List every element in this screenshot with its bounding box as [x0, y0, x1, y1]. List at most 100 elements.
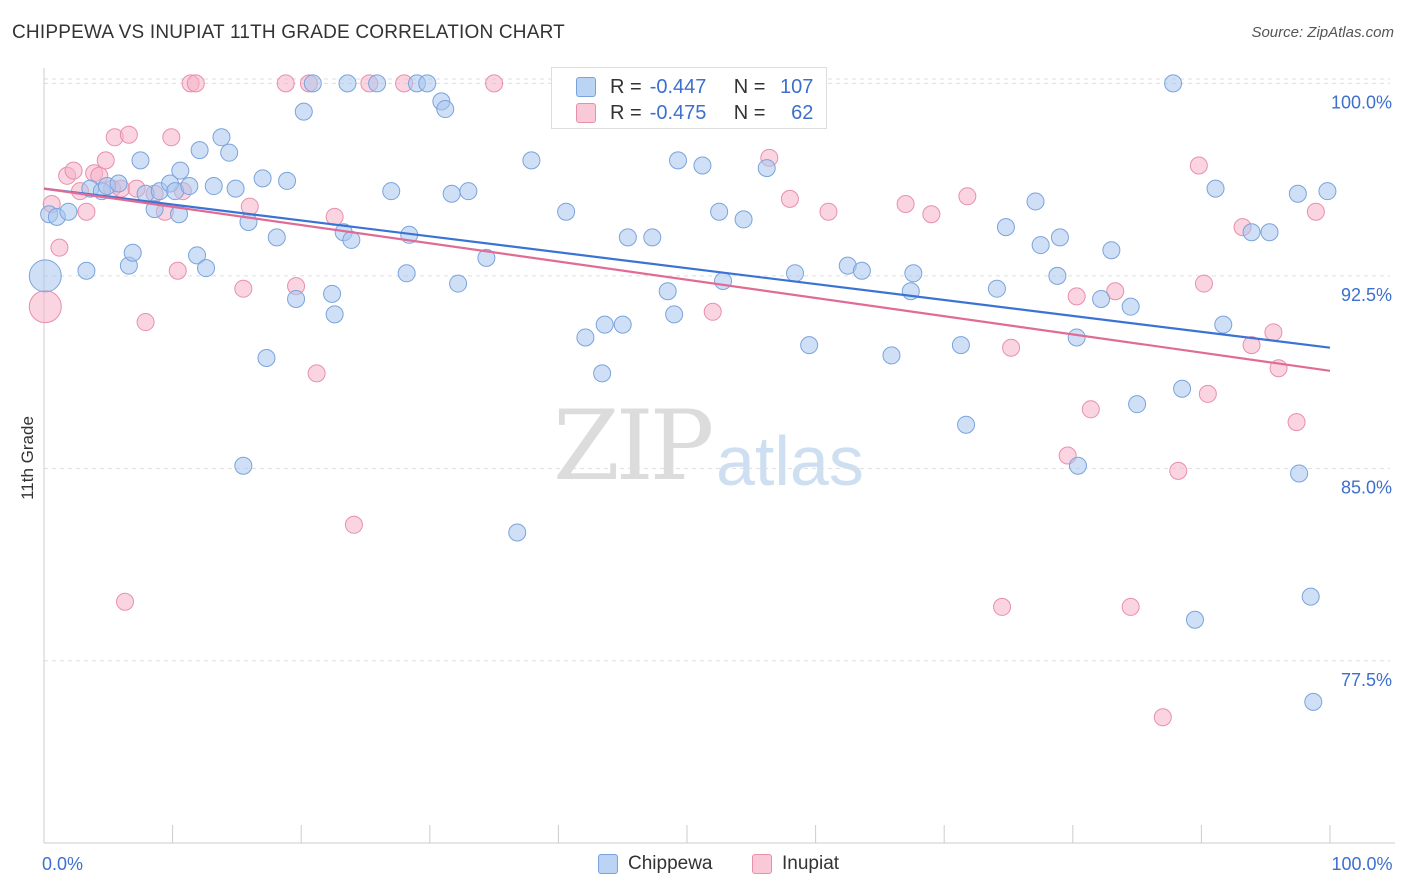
inupiat-point [1153, 708, 1172, 727]
y-tick-label: 77.5% [1341, 670, 1392, 690]
chippewa-trend-line [43, 187, 1331, 349]
legend-n-value: 107 [780, 75, 814, 98]
y-tick-label: 85.0% [1341, 477, 1392, 497]
chippewa-point [303, 74, 322, 93]
x-tick-label: 100.0% [1331, 854, 1392, 874]
inupiat-point [186, 74, 205, 93]
chippewa-point [996, 218, 1015, 237]
legend-r-value: -0.475 [649, 101, 707, 124]
tick-labels: 100.0% 92.5% 85.0% 77.5% 0.0% 100.0% [42, 92, 1393, 874]
bottom-legend-chippewa[interactable]: Chippewa [598, 852, 713, 876]
inupiat-point [1306, 202, 1325, 221]
legend-r-label: R = [610, 75, 642, 98]
inupiat-point [307, 364, 326, 383]
bottom-legend-inupiat[interactable]: Inupiat [752, 852, 839, 876]
chippewa-point [668, 151, 687, 170]
chippewa-point [1164, 74, 1183, 93]
chippewa-point [1031, 236, 1050, 255]
chippewa-point [714, 271, 733, 290]
chippewa-point [1092, 289, 1111, 308]
chippewa-point [1173, 379, 1192, 398]
axes [43, 68, 1395, 844]
chippewa-point [693, 156, 712, 175]
chippewa-point [1304, 692, 1323, 711]
inupiat-trend-line [43, 187, 1331, 372]
chippewa-point [1128, 395, 1147, 414]
chippewa-point [123, 243, 142, 262]
chippewa-point [1288, 184, 1307, 203]
chippewa-point [904, 264, 923, 283]
chippewa-point [287, 289, 306, 308]
bottom-legend-swatch-chippewa [598, 854, 618, 874]
legend-swatch-inupiat [576, 103, 596, 123]
inupiat-point [896, 195, 915, 214]
chippewa-point [188, 246, 207, 265]
chippewa-point [212, 128, 231, 147]
inupiat-point [1121, 597, 1140, 616]
chippewa-point [267, 228, 286, 247]
chippewa-point [257, 348, 276, 367]
chippewa-point [131, 151, 150, 170]
chippewa-point [1048, 266, 1067, 285]
chippewa-point [418, 74, 437, 93]
chippewa-point [1301, 587, 1320, 606]
watermark-atlas: atlas [716, 422, 864, 500]
legend-r-value: -0.447 [649, 75, 707, 98]
chippewa-point [951, 336, 970, 355]
x-tick-label: 0.0% [42, 854, 83, 874]
chippewa-point [1260, 223, 1279, 242]
chippewa-point [595, 315, 614, 334]
trend-lines [43, 187, 1331, 372]
inupiat-point [276, 74, 295, 93]
inupiat-point [50, 238, 69, 257]
chippewa-point [226, 179, 245, 198]
inupiat-point [819, 202, 838, 221]
chippewa-point [665, 305, 684, 324]
grid-lines [44, 78, 1390, 662]
chippewa-point [557, 202, 576, 221]
chippewa-point [613, 315, 632, 334]
chippewa-point [658, 282, 677, 301]
inupiat-point [1081, 400, 1100, 419]
inupiat-point [162, 128, 181, 147]
chippewa-point [234, 456, 253, 475]
inupiat-point [64, 161, 83, 180]
chippewa-point [477, 248, 496, 267]
chippewa-point [436, 100, 455, 119]
chippewa-point [1026, 192, 1045, 211]
chippewa-point [1242, 223, 1261, 242]
chippewa-point [325, 305, 344, 324]
inupiat-point [922, 205, 941, 224]
inupiat-point [136, 313, 155, 332]
y-axis-label: 11th Grade [18, 416, 37, 500]
chippewa-point [1214, 315, 1233, 334]
inupiat-point [234, 279, 253, 298]
inupiat-point [1194, 274, 1213, 293]
inupiat-point [168, 261, 187, 280]
inupiat-point [1287, 413, 1306, 432]
source-credit: Source: ZipAtlas.com [1251, 24, 1394, 41]
chippewa-point [204, 177, 223, 196]
inupiat-point [1242, 336, 1261, 355]
chippewa-point [957, 415, 976, 434]
chippewa-point [1290, 464, 1309, 483]
chippewa-point [710, 202, 729, 221]
chippewa-point [1121, 297, 1140, 316]
inupiat-point [344, 515, 363, 534]
chippewa-points [28, 74, 1337, 711]
inupiat-point [1264, 323, 1283, 342]
chippewa-point [786, 264, 805, 283]
chippewa-point [1068, 456, 1087, 475]
chippewa-point [987, 279, 1006, 298]
y-tick-label: 100.0% [1331, 92, 1392, 112]
chippewa-point [442, 184, 461, 203]
inupiat-point [958, 187, 977, 206]
inupiat-point [485, 74, 504, 93]
chippewa-point [643, 228, 662, 247]
chippewa-point [368, 74, 387, 93]
chippewa-point [397, 264, 416, 283]
legend-row-inupiat: R = -0.475 N = 62 [576, 100, 813, 126]
inupiat-point [1067, 287, 1086, 306]
chippewa-point [278, 171, 297, 190]
